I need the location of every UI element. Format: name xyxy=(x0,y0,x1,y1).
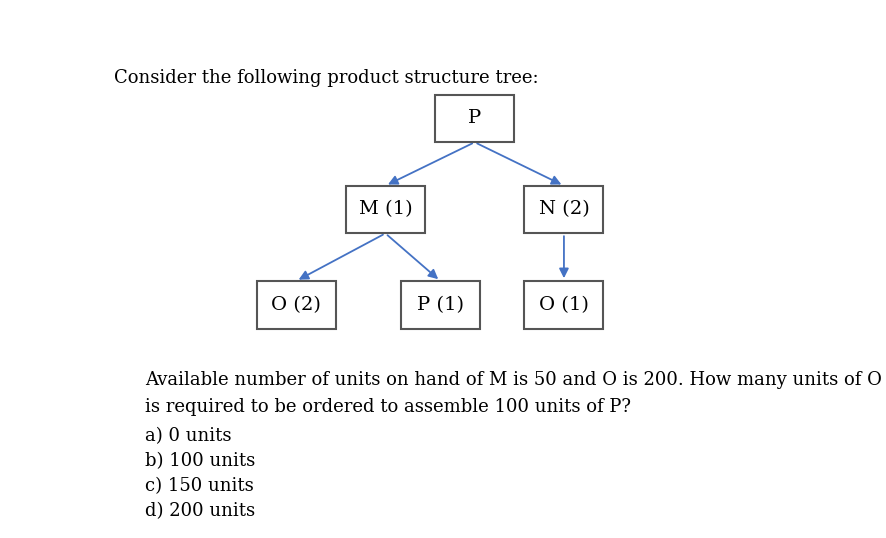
FancyBboxPatch shape xyxy=(525,186,603,233)
FancyBboxPatch shape xyxy=(400,281,480,329)
Text: is required to be ordered to assemble 100 units of P?: is required to be ordered to assemble 10… xyxy=(145,398,631,416)
Text: N (2): N (2) xyxy=(539,201,589,218)
Text: Available number of units on hand of M is 50 and O is 200. How many units of O: Available number of units on hand of M i… xyxy=(145,371,882,389)
FancyBboxPatch shape xyxy=(525,281,603,329)
Text: c) 150 units: c) 150 units xyxy=(145,477,253,495)
Text: P: P xyxy=(468,109,481,128)
FancyBboxPatch shape xyxy=(346,186,425,233)
FancyBboxPatch shape xyxy=(435,95,514,142)
Text: b) 100 units: b) 100 units xyxy=(145,452,255,470)
Text: d) 200 units: d) 200 units xyxy=(145,501,255,520)
FancyBboxPatch shape xyxy=(257,281,336,329)
Text: Consider the following product structure tree:: Consider the following product structure… xyxy=(114,69,539,87)
Text: P (1): P (1) xyxy=(416,296,464,314)
Text: O (2): O (2) xyxy=(271,296,321,314)
Text: a) 0 units: a) 0 units xyxy=(145,427,231,445)
Text: O (1): O (1) xyxy=(539,296,589,314)
Text: M (1): M (1) xyxy=(359,201,412,218)
